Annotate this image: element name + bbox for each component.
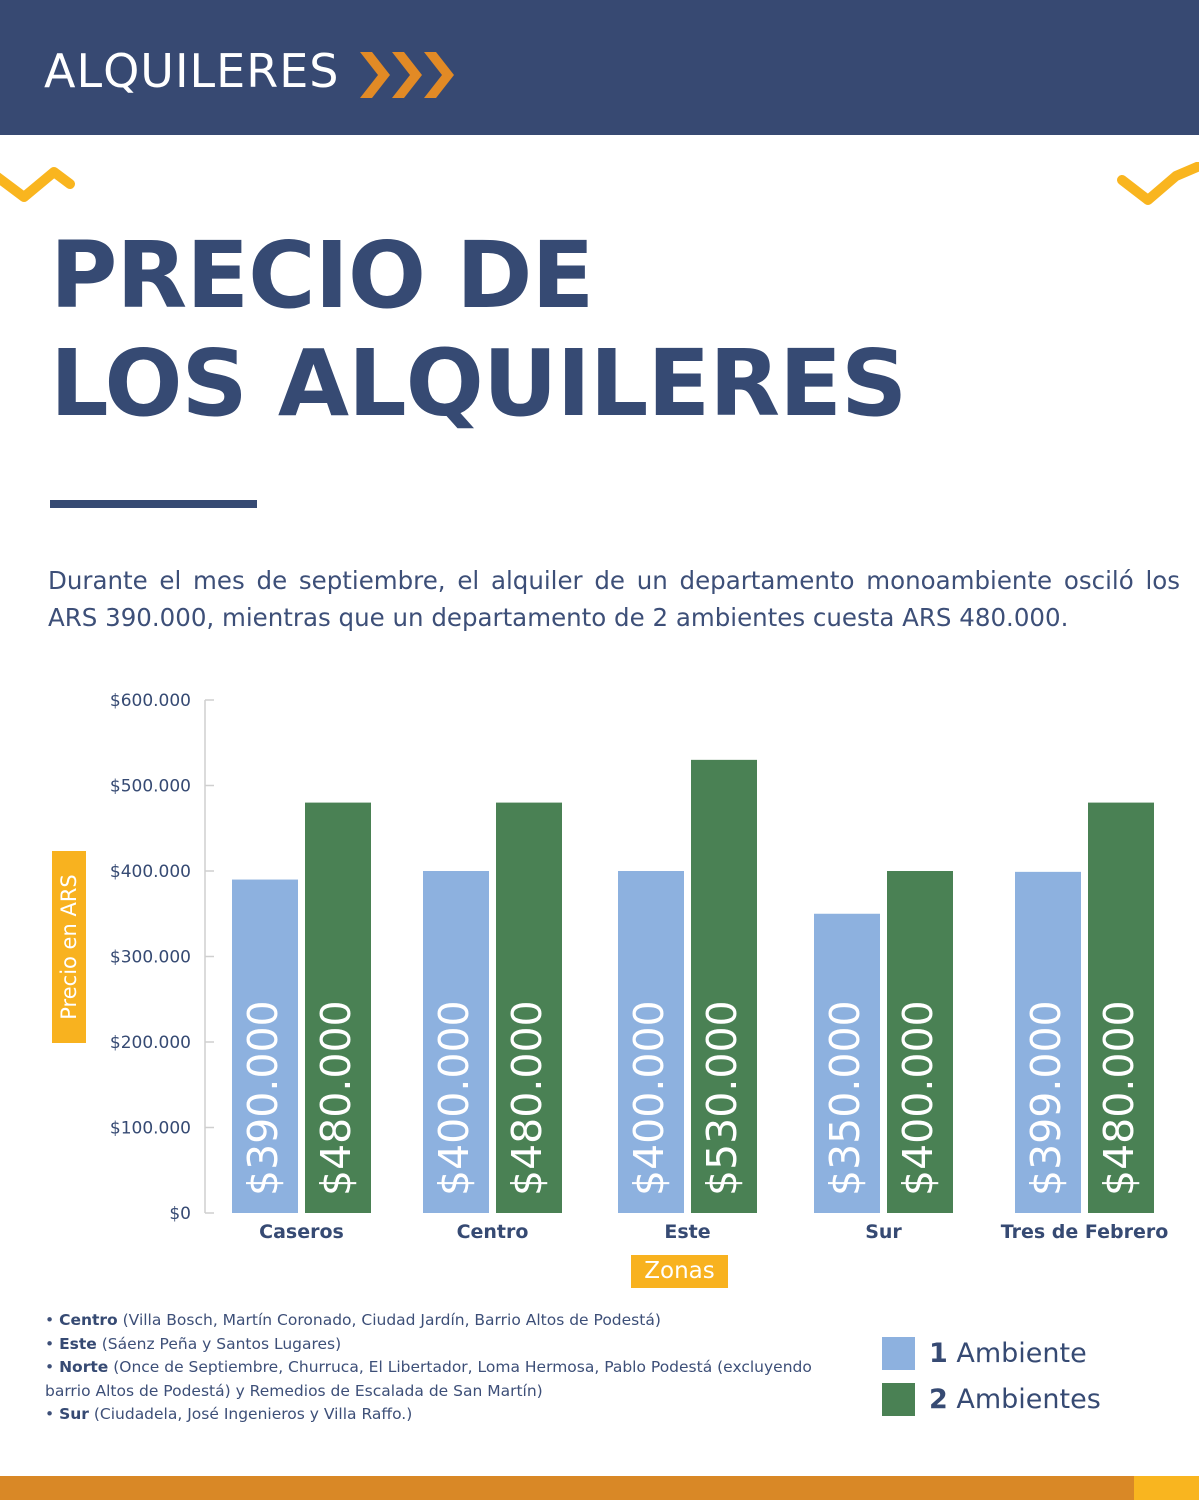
x-tick-label: Sur [865, 1221, 902, 1243]
legend-swatch-blue [882, 1336, 915, 1370]
note-zone: Este [59, 1334, 97, 1353]
bar-2-ambientes [887, 871, 953, 1213]
legend-label: Ambientes [956, 1383, 1101, 1415]
footer-bar-orange [0, 1476, 1134, 1500]
note-item: • Centro (Villa Bosch, Martín Coronado, … [45, 1311, 661, 1329]
title-underline [50, 500, 257, 508]
footer-bar-yellow [1134, 1476, 1199, 1500]
note-item: • Norte (Once de Septiembre, Churruca, E… [45, 1358, 812, 1400]
bar-data-label: $390.000 [239, 1000, 287, 1196]
bar-2-ambientes [496, 802, 562, 1213]
note-item: • Sur (Ciudadela, José Ingenieros y Vill… [45, 1405, 413, 1423]
x-tick-label: Centro [457, 1221, 529, 1243]
header-banner: ALQUILERES [0, 0, 1199, 135]
bar-data-label: $400.000 [430, 1000, 478, 1196]
page-title-line1: PRECIO DE [50, 222, 594, 329]
x-axis-label: Zonas [631, 1255, 728, 1288]
x-tick-label: Este [664, 1221, 710, 1243]
header-title: ALQUILERES [44, 44, 340, 98]
bar-chart: $0 $100.000 $200.000 $300.000 $400.000 $500.0… [110, 691, 1169, 1243]
note-zone: Norte [59, 1358, 109, 1376]
zone-notes: • Centro (Villa Bosch, Martín Coronado, … [45, 1309, 835, 1427]
bar-data-label: $480.000 [503, 1000, 551, 1196]
y-tick-label: $600.000 [110, 691, 191, 711]
bar-data-label: $480.000 [1095, 1000, 1143, 1196]
bar-1-ambiente [232, 879, 298, 1213]
y-tick-label: $0 [169, 1204, 191, 1224]
y-tick-label: $400.000 [110, 862, 191, 882]
note-zone: Sur [59, 1405, 89, 1423]
y-axis-label-badge [52, 851, 86, 1043]
x-tick-label: Tres de Febrero [1001, 1221, 1169, 1243]
legend-num: 1 [929, 1337, 948, 1369]
bar-data-label: $400.000 [625, 1000, 673, 1196]
bar-data-label: $400.000 [894, 1000, 942, 1196]
note-text: (Ciudadela, José Ingenieros y Villa Raff… [88, 1405, 413, 1423]
bar-1-ambiente [423, 871, 489, 1213]
page-title-line2: LOS ALQUILERES [50, 330, 907, 437]
bar-2-ambientes [1088, 802, 1154, 1213]
legend-swatch-green [882, 1382, 915, 1416]
x-tick-label: Caseros [259, 1221, 344, 1243]
squiggle-right-icon [1117, 162, 1199, 205]
squiggle-left-icon [0, 167, 75, 202]
note-text: (Sáenz Peña y Santos Lugares) [96, 1334, 342, 1353]
bar-1-ambiente [814, 913, 880, 1213]
bar-1-ambiente [1015, 871, 1081, 1213]
bar-data-label: $530.000 [698, 1000, 746, 1196]
y-tick-label: $100.000 [110, 1119, 191, 1139]
legend-num: 2 [929, 1383, 948, 1415]
note-zone: Centro [59, 1311, 118, 1329]
note-item: • Este (Sáenz Peña y Santos Lugares) [45, 1334, 342, 1353]
note-text: (Villa Bosch, Martín Coronado, Ciudad Ja… [117, 1311, 661, 1329]
note-text: (Once de Septiembre, Churruca, El Libert… [45, 1358, 812, 1400]
bar-data-label: $480.000 [312, 1000, 360, 1196]
y-tick-label: $500.000 [110, 777, 191, 797]
y-tick-label: $300.000 [110, 948, 191, 968]
chart-legend: 1 Ambiente 2 Ambientes [882, 1330, 1101, 1422]
legend-label: Ambiente [956, 1337, 1087, 1369]
bar-2-ambientes [305, 802, 371, 1213]
bar-data-label: $399.000 [1022, 1000, 1070, 1196]
triple-chevron-right-icon [360, 52, 454, 98]
legend-item-2-ambientes: 2 Ambientes [882, 1376, 1101, 1422]
intro-paragraph: Durante el mes de septiembre, el alquile… [48, 566, 1180, 632]
y-tick-label: $200.000 [110, 1033, 191, 1053]
page-title: PRECIO DE LOS ALQUILERES [50, 222, 907, 438]
legend-item-1-ambiente: 1 Ambiente [882, 1330, 1101, 1376]
bar-data-label: $350.000 [821, 1000, 869, 1196]
bar-2-ambientes [691, 759, 757, 1213]
bar-1-ambiente [618, 871, 684, 1213]
